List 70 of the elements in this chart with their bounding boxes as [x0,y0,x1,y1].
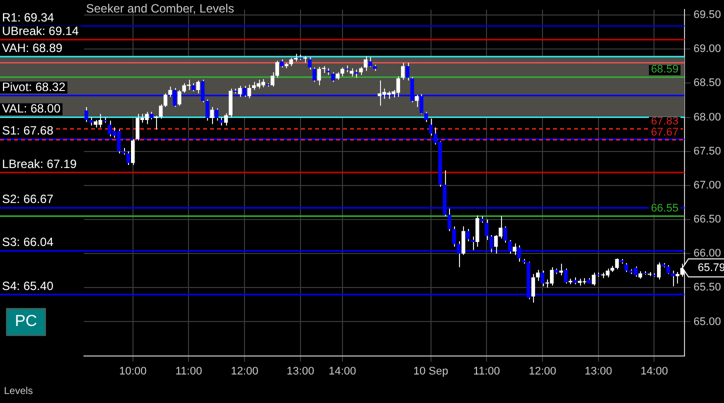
candlestick [224,112,228,126]
candlestick [131,138,135,166]
x-tick-label: 14:00 [640,365,668,378]
candlestick [531,274,536,304]
candlestick [178,90,182,106]
ref-line-label: VAH: 68.89 [2,40,63,55]
y-tick-label: 67.00 [693,179,722,192]
candlestick [475,214,480,248]
candlestick [98,113,102,128]
ref-line-label: VAL: 68.00 [2,102,61,116]
y-tick-label: 65.50 [693,282,722,294]
candlestick [84,106,88,123]
x-tick-label: 11:00 [175,365,202,378]
y-tick-label: 68.50 [693,77,722,90]
ref-line-label: 67.83 [650,115,678,128]
ref-line-label: Pivot: 68.32 [2,80,66,94]
x-tick-label: 12:00 [230,365,258,378]
candlestick [414,94,419,108]
ref-line-label: S2: 66.67 [2,192,54,206]
y-tick-label: 67.50 [693,145,722,158]
candlestick [540,270,544,287]
candlestick [126,150,130,166]
x-tick-label: 14:00 [328,365,356,378]
candlestick [657,262,661,280]
candlestick [424,111,428,123]
x-tick-label: 10 Sep [413,365,448,378]
ref-line-label: S1: 67.68 [2,123,54,138]
ref-line-label: 66.55 [650,202,678,215]
ref-line-label: R1: 69.34 [2,10,54,24]
ref-line-label: 67.67 [650,126,678,138]
candlestick [168,86,172,98]
candlestick [466,228,470,242]
y-tick-label: 69.50 [693,9,722,22]
candlestick [400,62,405,80]
candlestick [615,258,619,270]
candlestick [512,242,516,256]
candlestick [317,66,321,86]
ref-line-label: LBreak: 67.19 [2,156,78,171]
candlestick [550,266,554,286]
x-tick-label: 13:00 [286,365,314,378]
y-tick-label: 65.00 [693,316,722,328]
candlestick [331,72,335,82]
y-tick-label: 66.50 [693,214,722,226]
text: Levels [4,386,33,397]
candlestick [210,106,214,125]
candlestick [247,84,252,99]
x-tick-label: 11:00 [473,365,500,378]
candlestick [559,263,563,276]
candlestick [144,111,149,125]
candlestick [196,80,200,94]
candlestick [214,108,219,122]
candlestick [592,272,596,286]
y-tick-label: 68.00 [693,111,722,124]
ref-line-label: UBreak: 69.14 [2,24,80,38]
x-tick-label: 12:00 [528,365,556,378]
ref-line-label: 68.59 [650,64,678,76]
candlestick [452,226,456,248]
pc-button: PC [6,308,46,336]
chart-title: Seeker and Comber, Levels [86,1,234,16]
x-tick-label: 13:00 [584,365,612,378]
candlestick [238,85,242,98]
candlestick [564,268,568,284]
ref-line-label: S4: 65.40 [2,278,54,293]
ref-line-label: S3: 66.04 [2,235,54,250]
y-tick-label: 69.00 [693,43,722,56]
x-tick-label: 10:00 [119,365,147,378]
candlestick [536,269,540,282]
candlestick [364,55,368,72]
candlestick [154,115,158,130]
y-tick-label: 66.00 [693,248,722,260]
